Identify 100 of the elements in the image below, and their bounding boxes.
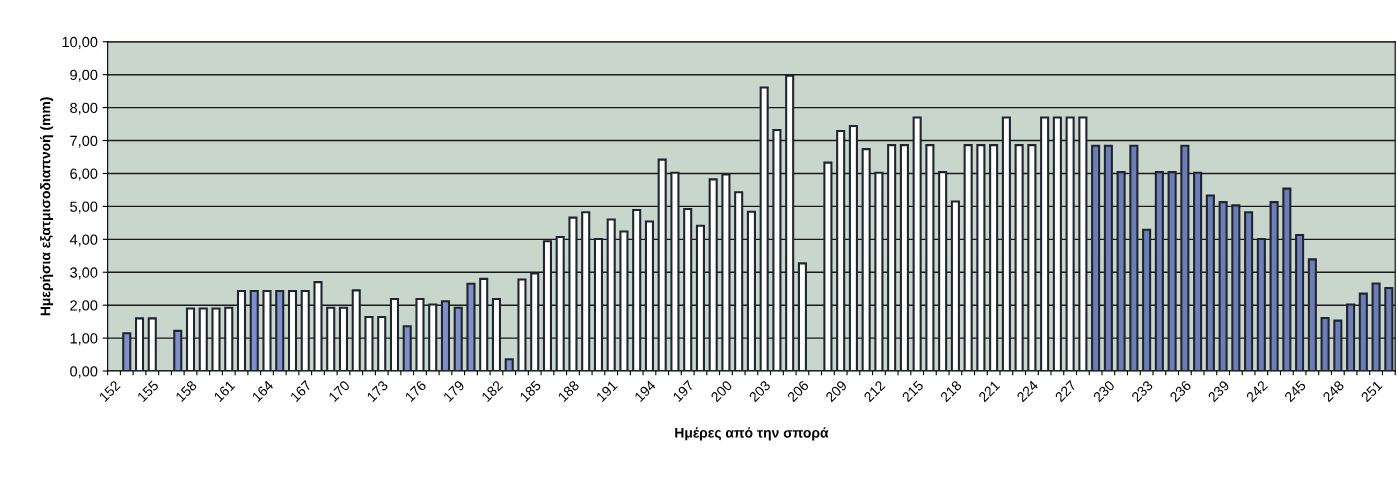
bar	[1307, 258, 1317, 372]
bar	[491, 297, 502, 372]
bar	[1154, 171, 1164, 372]
x-tick-label: 203	[748, 379, 771, 403]
x-tick-label: 164	[251, 379, 274, 403]
bar	[479, 277, 489, 372]
bar	[759, 86, 769, 372]
bar	[950, 200, 960, 372]
bar	[1014, 144, 1024, 372]
bar	[581, 211, 591, 372]
bar	[1205, 194, 1215, 372]
x-tick-label: 239	[1207, 380, 1230, 403]
x-tick-label: 248	[1322, 379, 1345, 403]
y-tick-label: 0,00	[70, 366, 98, 379]
bar	[1116, 171, 1126, 372]
x-tick-label: 152	[98, 380, 121, 403]
bar	[1103, 144, 1113, 372]
bar	[683, 207, 693, 372]
bar	[721, 173, 731, 372]
bar	[402, 325, 412, 372]
y-tick-label: 6,00	[70, 168, 98, 181]
bar	[1256, 237, 1266, 372]
bar	[1065, 116, 1075, 372]
bar	[134, 317, 145, 372]
y-tick-label: 1,00	[70, 333, 98, 346]
bar	[262, 289, 272, 372]
bar	[912, 116, 922, 372]
bar	[797, 262, 807, 372]
bar	[899, 144, 909, 372]
bar	[632, 208, 642, 372]
bar	[377, 316, 387, 372]
x-tick-label: 173	[366, 379, 389, 403]
x-axis-title: Ημέρες από την σπορά	[675, 427, 829, 441]
bar	[1180, 144, 1190, 372]
bar	[708, 178, 718, 372]
bar	[1231, 204, 1241, 372]
x-tick-label: 221	[978, 380, 1001, 403]
y-tick-label: 4,00	[69, 234, 98, 247]
y-tick-label: 8,00	[70, 102, 98, 115]
bar	[887, 144, 897, 372]
bar	[1244, 211, 1254, 372]
bar	[287, 289, 298, 372]
bar	[1040, 116, 1050, 372]
bar	[989, 144, 999, 372]
x-tick-label: 182	[481, 380, 504, 403]
bar	[1142, 228, 1152, 372]
x-tick-label: 176	[404, 379, 427, 403]
bar	[593, 237, 603, 372]
bar	[275, 289, 285, 372]
bar	[785, 74, 795, 372]
x-tick-label: 191	[595, 380, 618, 403]
bar	[415, 297, 425, 372]
bar	[1320, 316, 1330, 372]
bar	[1346, 303, 1356, 372]
bar	[1027, 144, 1037, 372]
x-tick-label: 167	[289, 380, 312, 403]
x-tick-label: 161	[213, 380, 236, 403]
y-tick-label: 5,00	[70, 201, 98, 214]
y-tick-label: 3,00	[70, 267, 98, 280]
bar	[734, 191, 744, 372]
x-tick-label: 233	[1130, 379, 1154, 403]
bar	[517, 278, 527, 372]
bar	[1167, 171, 1177, 372]
bar	[1358, 292, 1368, 372]
x-tick-label: 185	[519, 379, 542, 403]
bar	[300, 289, 310, 372]
bar	[530, 272, 540, 372]
x-tick-label: 209	[825, 380, 848, 403]
bar	[1384, 287, 1394, 372]
bar	[1295, 234, 1305, 372]
x-tick-label: 200	[710, 379, 733, 403]
bar	[925, 144, 935, 372]
x-tick-label: 206	[786, 379, 810, 403]
bar	[389, 297, 400, 372]
bar	[695, 224, 705, 372]
bar	[313, 281, 323, 372]
bar	[428, 303, 438, 372]
bar	[224, 306, 234, 372]
bar	[1333, 319, 1343, 372]
bar	[568, 216, 578, 372]
y-tick-label: 2,00	[70, 300, 98, 313]
bar	[173, 329, 183, 372]
bar	[848, 125, 858, 372]
bar	[453, 306, 463, 372]
x-tick-label: 230	[1092, 379, 1116, 403]
x-tick-label: 212	[863, 380, 886, 403]
x-tick-label: 251	[1360, 380, 1383, 403]
x-tick-label: 194	[634, 379, 657, 403]
bar	[619, 230, 629, 372]
x-tick-label: 224	[1016, 379, 1039, 403]
bar	[1269, 201, 1279, 372]
bar	[542, 240, 552, 372]
bar	[1193, 171, 1203, 372]
bar	[836, 129, 846, 372]
bar	[1371, 282, 1381, 372]
bar	[249, 289, 259, 372]
bar	[185, 307, 196, 372]
x-tick-label: 158	[175, 379, 198, 403]
bar	[606, 218, 616, 372]
bar	[746, 210, 756, 372]
